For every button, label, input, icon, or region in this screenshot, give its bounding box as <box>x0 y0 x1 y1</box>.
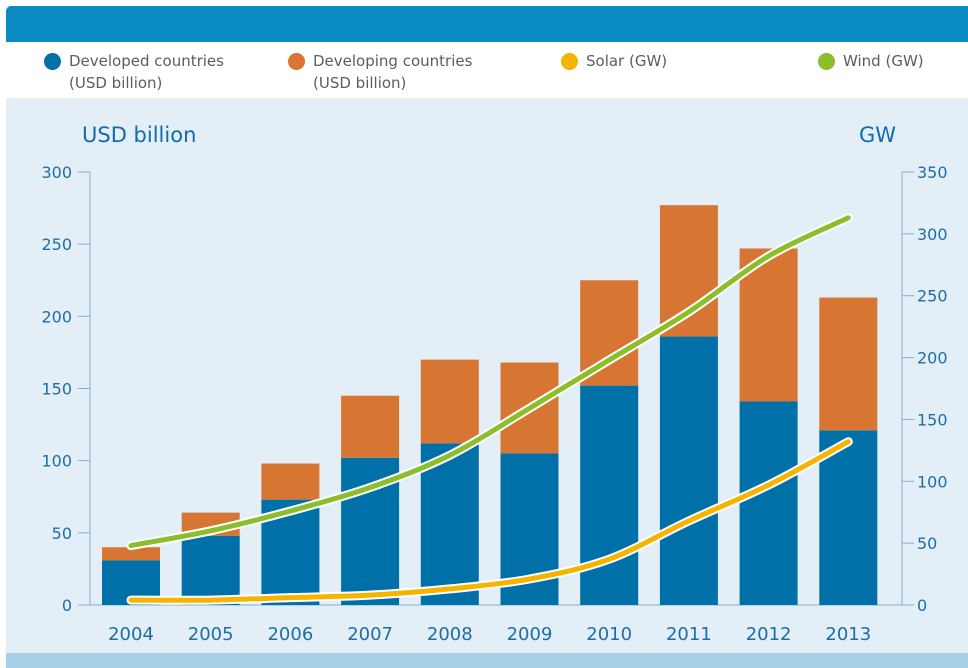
header-bar <box>6 6 968 42</box>
legend-label-developing: Developing countries (USD billion) <box>313 52 473 92</box>
right-tick-label: 100 <box>917 472 948 491</box>
left-axis-title: USD billion <box>82 123 196 147</box>
plot-panel <box>6 98 968 653</box>
line-solar <box>128 439 851 603</box>
x-tick-label-2005: 2005 <box>188 624 234 645</box>
left-tick-label: 100 <box>41 452 72 471</box>
x-tick-label-2007: 2007 <box>347 624 393 645</box>
legend: Developed countries (USD billion) Develo… <box>6 42 968 98</box>
lines <box>126 213 853 605</box>
left-tick-label: 50 <box>52 524 72 543</box>
right-tick-label: 250 <box>917 287 948 306</box>
left-tick-label: 0 <box>62 596 72 615</box>
bar-developed-2012 <box>739 401 798 605</box>
legend-swatch-developed <box>44 53 61 70</box>
right-axis-title: GW <box>859 123 896 147</box>
right-tick-label: 150 <box>917 410 948 429</box>
left-tick-label: 200 <box>41 307 72 326</box>
footer-bar <box>6 653 968 668</box>
bar-developing-2004 <box>102 547 160 561</box>
left-tick-label: 250 <box>41 235 72 254</box>
x-axis-labels: 2004 2005 2006 2007 2008 2009 2010 2011 2012 2013 <box>108 624 871 645</box>
line-wind <box>128 215 851 549</box>
bar-developing-2013 <box>819 297 878 431</box>
x-tick-label-2010: 2010 <box>586 624 632 645</box>
legend-label-developed: Developed countries (USD billion) <box>69 52 224 92</box>
x-tick-label-2008: 2008 <box>427 624 473 645</box>
legend-item-developed: Developed countries (USD billion) <box>44 50 224 94</box>
right-tick-label: 200 <box>917 349 948 368</box>
bar-developing-2008 <box>420 359 479 444</box>
bar-developed-2005 <box>181 535 240 605</box>
bar-developed-2013 <box>819 430 878 605</box>
right-tick-label: 50 <box>917 534 937 553</box>
bar-developing-2006 <box>261 463 320 500</box>
legend-swatch-developing <box>288 53 305 70</box>
right-tick-label: 350 <box>917 163 948 182</box>
legend-item-wind: Wind (GW) <box>818 50 924 72</box>
x-tick-label-2004: 2004 <box>108 624 154 645</box>
bar-developed-2011 <box>659 336 718 605</box>
legend-swatch-wind <box>818 53 835 70</box>
x-tick-label-2006: 2006 <box>267 624 313 645</box>
left-tick-label: 300 <box>41 163 72 182</box>
right-tick-label: 0 <box>917 596 927 615</box>
bar-developing-2007 <box>341 395 400 458</box>
legend-swatch-solar <box>561 53 578 70</box>
bars <box>102 205 878 605</box>
axes: 0 50 100 150 200 250 300 0 50 100 150 200 250 300 350 <box>41 163 947 615</box>
x-tick-label-2013: 2013 <box>825 624 871 645</box>
bar-developed-2008 <box>420 443 479 605</box>
x-tick-label-2011: 2011 <box>666 624 712 645</box>
left-tick-label: 150 <box>41 380 72 399</box>
legend-label-solar: Solar (GW) <box>586 52 668 70</box>
x-tick-label-2009: 2009 <box>507 624 553 645</box>
right-tick-label: 300 <box>917 225 948 244</box>
legend-item-developing: Developing countries (USD billion) <box>288 50 472 94</box>
x-tick-label-2012: 2012 <box>746 624 792 645</box>
legend-item-solar: Solar (GW) <box>561 50 667 72</box>
bar-developed-2010 <box>580 385 639 605</box>
legend-label-wind: Wind (GW) <box>843 52 924 70</box>
